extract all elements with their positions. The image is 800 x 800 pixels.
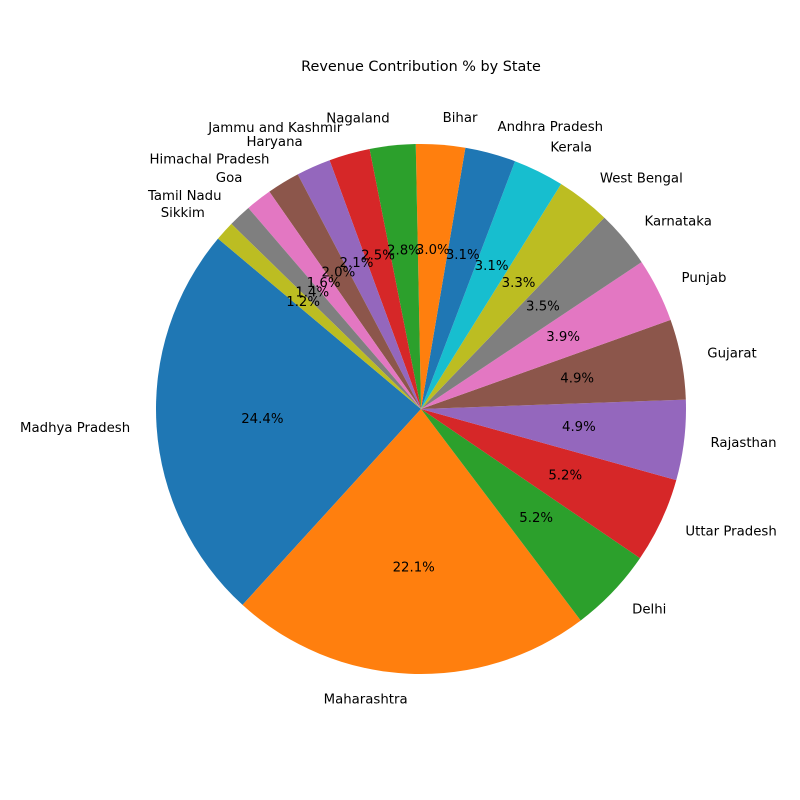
- percent-label-uttar-pradesh: 5.2%: [548, 468, 582, 483]
- pie-slice-bihar: [415, 144, 466, 409]
- percent-label-nagaland: 2.8%: [387, 243, 421, 258]
- slice-label-maharashtra: Maharashtra: [324, 693, 408, 708]
- percent-label-jammu-and-kashmir: 2.5%: [361, 248, 395, 263]
- percent-label-rajasthan: 4.9%: [562, 420, 596, 435]
- percent-label-haryana: 2.1%: [340, 256, 374, 271]
- percent-label-sikkim: 1.2%: [286, 295, 320, 310]
- pie-slice-uttar-pradesh: [421, 409, 677, 559]
- slice-label-west-bengal: West Bengal: [600, 171, 683, 186]
- pie-slice-haryana: [297, 160, 421, 409]
- percent-label-karnataka: 3.5%: [526, 299, 560, 314]
- percent-label-himachal-pradesh: 2.0%: [321, 266, 355, 281]
- slice-label-goa: Goa: [216, 171, 243, 186]
- slice-label-gujarat: Gujarat: [707, 347, 756, 362]
- percent-label-madhya-pradesh: 24.4%: [241, 412, 283, 427]
- pie-slices: [155, 144, 686, 675]
- percent-label-goa: 1.6%: [307, 276, 341, 291]
- slice-label-punjab: Punjab: [682, 271, 727, 286]
- percent-label-andhra-pradesh: 3.1%: [446, 248, 480, 263]
- percent-label-maharashtra: 22.1%: [393, 560, 435, 575]
- pie-slice-madhya-pradesh: [155, 238, 421, 605]
- slice-label-kerala: Kerala: [550, 140, 592, 155]
- chart-title: Revenue Contribution % by State: [301, 59, 541, 75]
- pie-slice-himachal-pradesh: [269, 174, 421, 409]
- pie-slice-kerala: [421, 161, 562, 409]
- percent-label-kerala: 3.1%: [475, 259, 509, 274]
- pie-slice-tamil-nadu: [231, 207, 421, 409]
- slice-label-nagaland: Nagaland: [326, 112, 389, 127]
- pie-slice-jammu-and-kashmir: [329, 149, 421, 409]
- slice-label-madhya-pradesh: Madhya Pradesh: [20, 421, 130, 436]
- slice-label-tamil-nadu: Tamil Nadu: [147, 189, 222, 204]
- slice-labels: Madhya Pradesh Maharashtra Delhi Uttar Prad…: [20, 111, 777, 708]
- pie-slice-karnataka: [421, 217, 642, 409]
- percent-label-punjab: 3.9%: [546, 330, 580, 345]
- slice-label-andhra-pradesh: Andhra Pradesh: [497, 120, 603, 135]
- percent-label-tamil-nadu: 1.4%: [295, 286, 329, 301]
- slice-label-bihar: Bihar: [443, 111, 478, 126]
- slice-label-haryana: Haryana: [246, 135, 302, 150]
- percent-label-west-bengal: 3.3%: [502, 276, 536, 291]
- percent-labels: 24.4% 22.1% 5.2% 5.2% 4.9% 4.9% 3.9% 3.5% 3.3% 3.…: [241, 243, 596, 575]
- slice-label-himachal-pradesh: Himachal Pradesh: [150, 152, 270, 167]
- pie-slice-delhi: [421, 409, 641, 621]
- pie-slice-rajasthan: [421, 399, 686, 481]
- slice-label-jammu-and-kashmir: Jammu and Kashmir: [207, 121, 343, 136]
- pie-slice-nagaland: [369, 144, 421, 409]
- pie-slice-andhra-pradesh: [421, 147, 516, 409]
- pie-slice-west-bengal: [421, 184, 605, 409]
- pie-slice-gujarat: [421, 319, 686, 409]
- percent-label-delhi: 5.2%: [519, 511, 553, 526]
- percent-label-bihar: 3.0%: [416, 243, 450, 258]
- slice-label-rajasthan: Rajasthan: [710, 436, 776, 451]
- slice-label-delhi: Delhi: [632, 602, 666, 617]
- pie-slice-goa: [248, 191, 421, 409]
- pie-slice-sikkim: [217, 223, 421, 409]
- pie-slice-punjab: [421, 262, 671, 409]
- slice-label-sikkim: Sikkim: [161, 206, 205, 221]
- pie-slice-maharashtra: [242, 409, 581, 675]
- slice-label-uttar-pradesh: Uttar Pradesh: [685, 524, 776, 539]
- slice-label-karnataka: Karnataka: [644, 214, 711, 229]
- percent-label-gujarat: 4.9%: [560, 372, 594, 387]
